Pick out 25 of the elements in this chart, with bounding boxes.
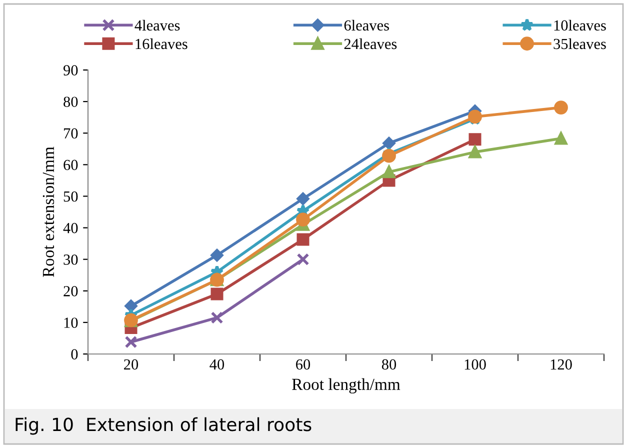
legend-label: 24leaves [344, 38, 397, 50]
legend-label: 6leaves [344, 20, 389, 31]
y-tick-label: 80 [64, 96, 78, 108]
y-tick-label: 20 [64, 286, 78, 296]
legend-label: 10leaves [554, 20, 606, 31]
y-tick-label: 60 [64, 160, 78, 170]
x-tick-label: 80 [382, 359, 396, 370]
x-tick-label: 60 [296, 359, 310, 370]
y-tick-label: 0 [71, 349, 78, 360]
x-tick-label: 40 [210, 359, 224, 370]
caption: Fig. 10 Extension of lateral roots [16, 417, 312, 435]
y-tick-label: 70 [64, 128, 78, 139]
y-tick-label: 90 [63, 65, 78, 76]
x-axis-title: Root length/mm [292, 378, 400, 394]
y-tick-label: 10 [64, 318, 78, 328]
legend-label: 16leaves [136, 38, 188, 50]
y-axis-title: Root extension/mm [42, 146, 54, 278]
x-tick-label: 20 [124, 359, 138, 370]
y-tick-label: 40 [63, 222, 78, 234]
x-tick-label: 100 [464, 359, 486, 370]
y-tick-label: 30 [64, 254, 78, 265]
x-tick-label: 120 [550, 359, 572, 370]
legend-label: 4leaves [134, 20, 180, 31]
legend-label: 35leaves [554, 38, 606, 50]
y-tick-label: 50 [64, 191, 78, 202]
